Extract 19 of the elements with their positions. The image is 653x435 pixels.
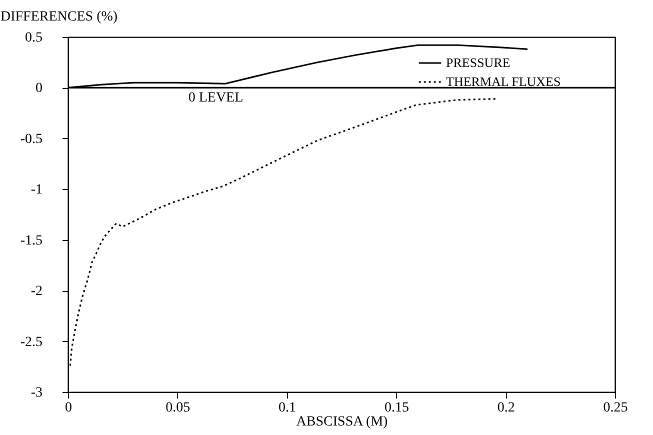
- y-tick-label: 0.5: [25, 30, 42, 46]
- x-tick-label: 0.05: [166, 400, 190, 416]
- x-tick-label: 0.1: [278, 400, 296, 416]
- y-tick-label: -0.5: [20, 132, 42, 147]
- y-tick-label: 0: [36, 81, 42, 96]
- y-tick-label: -1: [30, 182, 42, 198]
- legend-label: THERMAL FLUXES: [446, 74, 561, 89]
- legend-label: PRESSURE: [446, 55, 510, 70]
- x-tick-label: 0.15: [384, 400, 409, 416]
- ref-line-label: 0 LEVEL: [188, 90, 244, 106]
- x-axis-title: ABSCISSA (M): [296, 414, 388, 430]
- x-tick-label: 0: [65, 400, 72, 416]
- x-tick-label: 0.25: [603, 400, 628, 416]
- y-tick-label: -1.5: [20, 233, 42, 248]
- y-axis-title: DIFFERENCES (%): [0, 10, 118, 24]
- y-tick-label: -2.5: [20, 334, 42, 350]
- y-tick-label: -3: [30, 386, 42, 400]
- x-tick-label: 0.2: [497, 400, 515, 416]
- y-tick-label: -2: [30, 284, 42, 300]
